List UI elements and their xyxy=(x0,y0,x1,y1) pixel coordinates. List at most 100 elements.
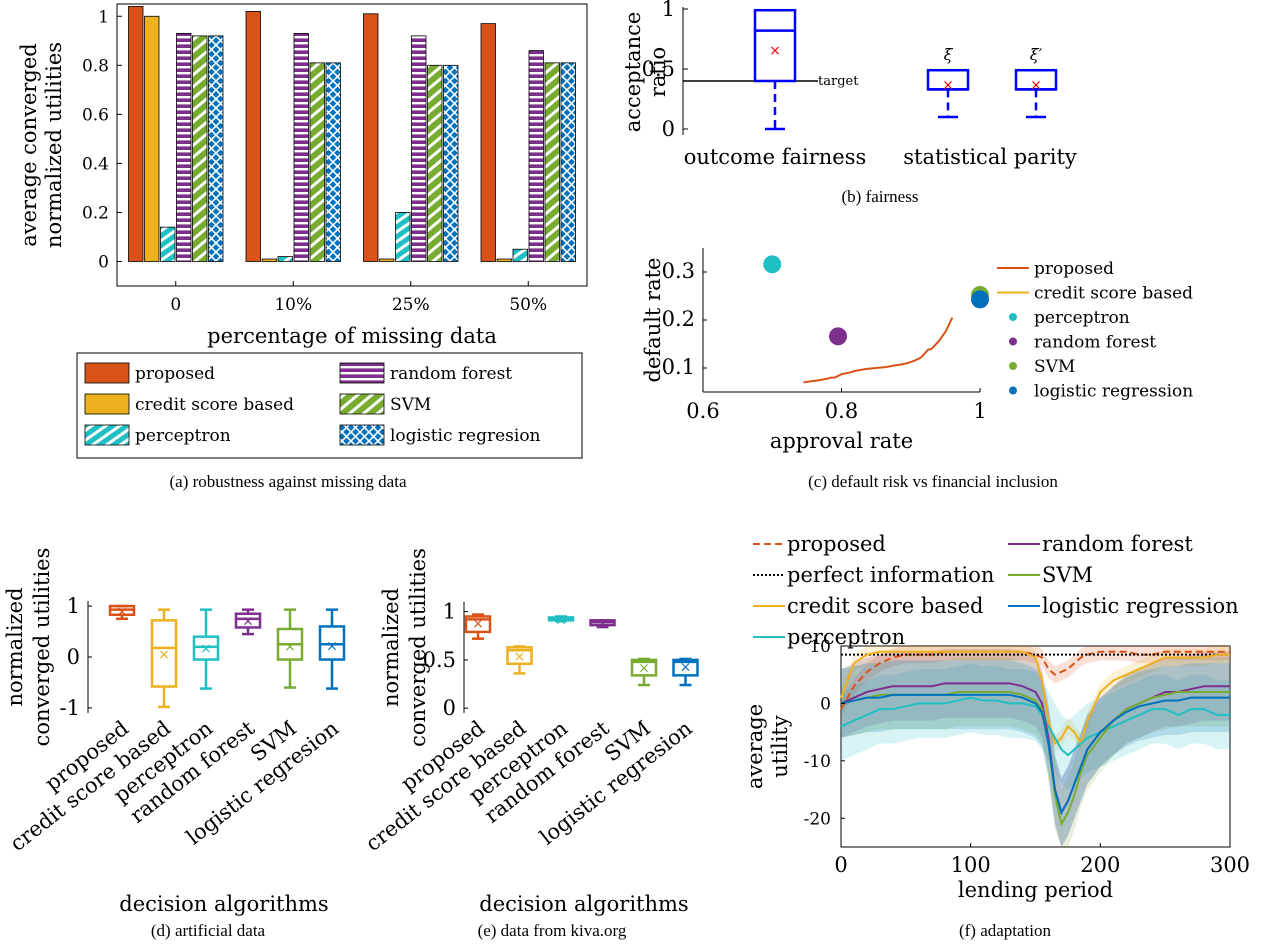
legend-label: SVM xyxy=(390,395,431,415)
series-line-credit-score-based xyxy=(840,650,1230,747)
box xyxy=(753,8,797,83)
legend-swatch xyxy=(84,424,130,446)
y-tick-label: 0.1 xyxy=(662,355,695,379)
mean-marker: × xyxy=(326,638,338,654)
legend-label: proposed xyxy=(1034,259,1114,279)
x-category-label: statistical parity xyxy=(903,145,1077,169)
y-tick-label: 10 xyxy=(809,637,831,657)
legend-label: proposed xyxy=(787,532,886,556)
mean-marker: × xyxy=(555,612,567,628)
mean-marker: × xyxy=(472,616,484,632)
x-category-label: outcome fairness xyxy=(684,145,867,169)
box-label: ξ′ xyxy=(1030,45,1043,64)
x-axis-label: decision algorithms xyxy=(479,892,688,916)
y-tick-label: -20 xyxy=(804,809,831,829)
mean-marker: × xyxy=(514,649,526,665)
caption-f: (f) adaptation xyxy=(959,921,1052,940)
legend-label: logistic regression xyxy=(1034,382,1193,402)
mean-marker: × xyxy=(769,43,781,59)
series-line-proposed xyxy=(803,317,954,384)
y-tick-label: 0.2 xyxy=(662,307,695,331)
bar-logistic-regresion xyxy=(443,64,459,262)
mean-marker: × xyxy=(200,641,212,657)
legend-label: perceptron xyxy=(787,625,905,649)
legend-swatch xyxy=(339,393,385,415)
mean-marker: × xyxy=(242,613,254,629)
x-tick-label: 0 xyxy=(170,295,181,315)
x-tick-label: 1 xyxy=(973,399,986,423)
legend-label: proposed xyxy=(135,364,215,384)
bar-perceptron xyxy=(277,256,293,262)
legend-label: perfect information xyxy=(787,563,994,587)
x-axis-label: percentage of missing data xyxy=(207,324,497,348)
y-axis-label-line: converged utilities xyxy=(30,548,54,747)
x-tick-label: 0 xyxy=(834,853,847,877)
y-tick-label: 0.2 xyxy=(82,203,109,223)
y-tick-label: 0.5 xyxy=(423,648,456,672)
bar-logistic-regresion xyxy=(208,35,224,262)
box-label: ξ xyxy=(944,45,954,64)
box xyxy=(318,625,346,661)
bar-SVM xyxy=(192,35,208,262)
legend-label: perceptron xyxy=(135,426,231,446)
x-tick-label: 10% xyxy=(274,295,312,315)
bar-perceptron xyxy=(395,212,411,262)
bar-credit-score-based xyxy=(261,258,277,262)
bar-proposed xyxy=(480,23,496,262)
legend-box xyxy=(76,352,583,459)
y-tick-label: 0.8 xyxy=(82,56,109,76)
y-tick-label: 0 xyxy=(820,694,831,714)
y-axis-label-line: converged utilities xyxy=(406,548,430,747)
legend-dot xyxy=(1009,386,1017,395)
x-tick-label: 200 xyxy=(1080,853,1120,877)
x-tick-label: 25% xyxy=(392,295,430,315)
y-axis-label: normalized converged utilities xyxy=(3,548,54,747)
legend-dot xyxy=(1009,337,1017,346)
mean-marker: × xyxy=(284,639,296,655)
legend-label: perceptron xyxy=(1034,308,1130,328)
bar-perceptron xyxy=(512,248,528,262)
box xyxy=(506,646,533,666)
legend-label: logistic regression xyxy=(1042,594,1239,618)
point-random-forest xyxy=(829,327,848,346)
x-axis-label: decision algorithms xyxy=(119,892,328,916)
chart-a-robustness: 0 0.2 0.4 0.6 0.8 1 0 10% 25% 50% percentage of mi… xyxy=(17,3,588,459)
bar-credit-score-based xyxy=(379,258,395,262)
legend-dot xyxy=(1009,313,1017,321)
legend-label: credit score based xyxy=(135,395,294,415)
caption-b: (b) fairness xyxy=(842,187,919,206)
y-tick-label: 0 xyxy=(662,117,675,141)
legend-label: random forest xyxy=(1042,532,1193,556)
plot-frame xyxy=(840,645,1231,848)
x-tick-label: 300 xyxy=(1210,853,1250,877)
box xyxy=(150,619,178,688)
bar-perceptron xyxy=(160,226,176,262)
bar-logistic-regresion xyxy=(325,62,341,262)
bar-proposed xyxy=(128,6,144,262)
y-axis-label: normalized converged utilities xyxy=(379,548,430,747)
mean-marker: × xyxy=(597,616,609,632)
caption-a: (a) robustness against missing data xyxy=(169,472,406,491)
y-axis-label-line: normalized utilities xyxy=(42,42,66,248)
box xyxy=(630,658,658,677)
legend-label: SVM xyxy=(1034,357,1075,377)
bar-proposed xyxy=(245,10,261,262)
y-tick-label: 0.5 xyxy=(642,57,675,81)
mean-marker: × xyxy=(942,78,954,94)
chart-c-default-risk: 0.6 0.8 1 0.1 0.2 0.3 approval rate default rat… xyxy=(641,248,1193,453)
box xyxy=(234,612,262,629)
bar-logistic-regresion xyxy=(560,62,576,262)
caption-d: (d) artificial data xyxy=(151,921,266,940)
target-label: target xyxy=(818,74,859,89)
mean-marker: × xyxy=(680,660,692,676)
bar-random-forest xyxy=(176,33,192,262)
y-axis-label: averageutility xyxy=(743,704,792,789)
box xyxy=(464,615,492,634)
y-axis-label-line: average xyxy=(743,704,767,789)
chart-b-fairness: 0 0.5 1 target × × × ξ ξ′ outcome fairness statist… xyxy=(621,0,1077,169)
legend-swatch xyxy=(84,362,130,384)
legend-label: credit score based xyxy=(787,594,983,618)
